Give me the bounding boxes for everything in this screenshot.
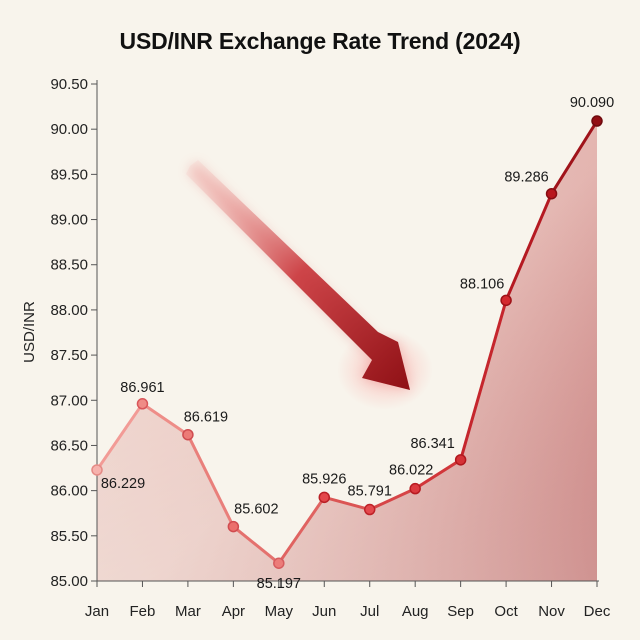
- trend-arrow-layer: [186, 160, 433, 410]
- data-point: [136, 398, 149, 410]
- data-point: [91, 464, 103, 476]
- y-tick-label: 88.50: [50, 257, 88, 274]
- data-label: 85.926: [302, 471, 346, 487]
- x-tick-label: Mar: [175, 603, 201, 620]
- x-tick-label: Jan: [85, 603, 109, 620]
- series-line-segment: [504, 192, 554, 302]
- x-tick-label: Sep: [447, 603, 474, 620]
- data-point: [318, 491, 331, 504]
- y-axis-title: USD/INR: [21, 301, 38, 363]
- series-line-segment: [368, 487, 417, 512]
- data-label: 85.602: [234, 502, 278, 518]
- data-label: 86.229: [101, 476, 145, 492]
- data-label: 89.286: [504, 170, 548, 186]
- line-layer: [95, 119, 599, 565]
- data-labels-layer: 86.229 86.961 86.619 85.602 85.197 85.92685.7…: [101, 95, 614, 592]
- area-fade: [97, 121, 597, 582]
- series-line-segment: [413, 458, 463, 491]
- data-point: [227, 520, 240, 533]
- series-line-segment: [95, 402, 144, 472]
- y-tick-label: 88.00: [50, 302, 88, 319]
- data-point: [409, 482, 421, 495]
- data-label: 86.022: [389, 463, 433, 479]
- points-layer: [91, 115, 603, 569]
- x-tick-label: Jun: [312, 603, 336, 620]
- data-point: [182, 428, 194, 441]
- data-point: [500, 294, 512, 307]
- data-point: [591, 115, 603, 127]
- data-label: 86.961: [120, 380, 164, 396]
- data-label: 86.341: [410, 436, 454, 452]
- area-layer: [97, 121, 597, 582]
- y-tick-label: 90.00: [50, 121, 88, 138]
- axes-layer: 85.00 85.50 86.00 86.50 87.00 87.50 88.00 88.50…: [21, 76, 611, 620]
- y-tick-label: 89.00: [50, 212, 88, 229]
- x-tick-label: Feb: [130, 603, 156, 620]
- chart-title: USD/INR Exchange Rate Trend (2024): [119, 28, 521, 54]
- y-tick-label: 85.00: [50, 573, 88, 590]
- y-tick-label: 87.00: [50, 392, 88, 409]
- series-line-segment: [277, 495, 326, 565]
- data-label: 85.197: [257, 576, 301, 592]
- series-line-segment: [140, 402, 190, 437]
- y-tick-label: 89.50: [50, 166, 88, 183]
- data-point: [545, 187, 558, 200]
- data-point: [454, 454, 467, 466]
- x-tick-label: May: [265, 603, 294, 620]
- y-tick-label: 86.00: [50, 483, 88, 500]
- y-tick-label: 86.50: [50, 437, 88, 454]
- x-tick-label: Aug: [402, 603, 429, 620]
- data-point: [273, 557, 285, 569]
- data-label: 86.619: [184, 410, 228, 426]
- data-label: 85.791: [348, 484, 392, 500]
- data-point: [363, 503, 376, 516]
- x-tick-label: Apr: [222, 603, 245, 620]
- x-tick-label: Nov: [538, 603, 565, 620]
- x-tick-label: Oct: [494, 603, 518, 620]
- series-line-segment: [550, 119, 599, 196]
- y-tick-label: 87.50: [50, 347, 88, 364]
- series-line-segment: [186, 433, 235, 529]
- data-label: 90.090: [570, 95, 614, 111]
- series-line-segment: [459, 298, 508, 462]
- y-tick-label: 90.50: [50, 76, 88, 93]
- x-tick-label: Dec: [584, 603, 611, 620]
- data-label: 88.106: [460, 276, 504, 292]
- trend-arrow: [186, 160, 410, 390]
- series-line-segment: [322, 495, 372, 512]
- series-line-segment: [231, 525, 281, 565]
- y-tick-label: 85.50: [50, 528, 88, 545]
- x-tick-label: Jul: [360, 603, 379, 620]
